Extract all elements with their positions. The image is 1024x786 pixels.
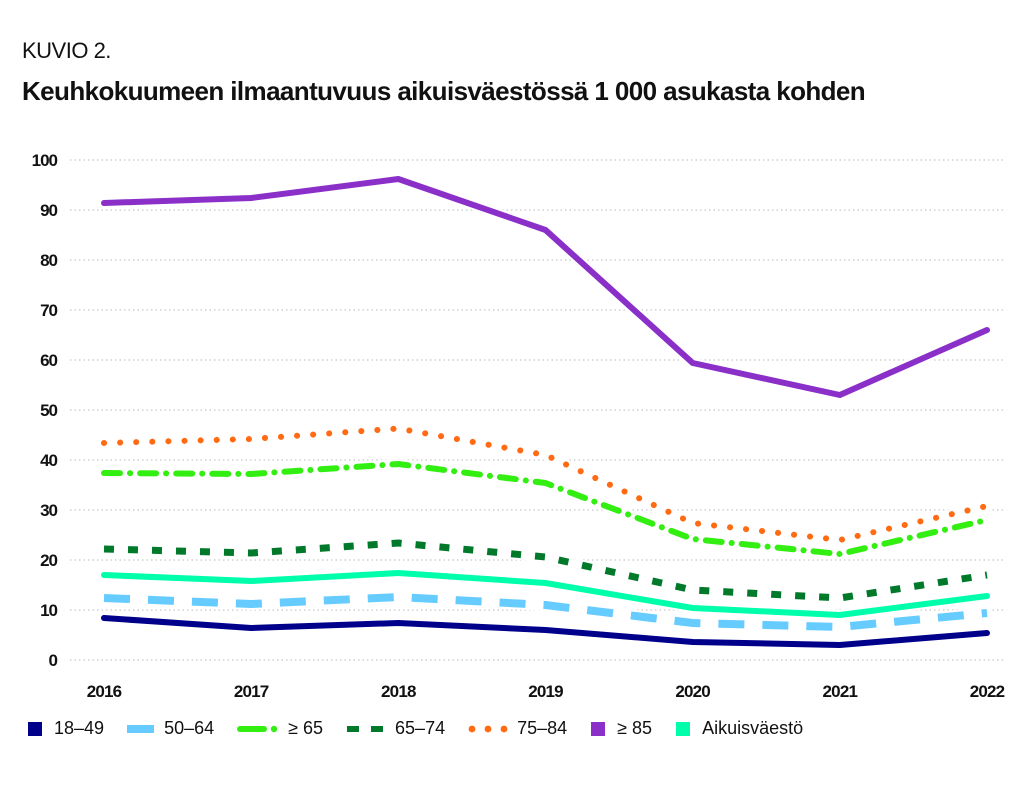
y-tick-label: 30: [40, 501, 57, 520]
x-tick-label: 2021: [823, 682, 858, 701]
legend-swatch-icon: [28, 721, 42, 736]
legend-label: 50–64: [164, 718, 215, 738]
y-tick-label: 60: [40, 351, 57, 370]
x-tick-label: 2020: [675, 682, 710, 701]
legend-label: Aikuisväestö: [702, 718, 804, 738]
series-line-65-74: [103, 539, 988, 602]
x-tick-label: 2017: [234, 682, 269, 701]
x-tick-label: 2016: [87, 682, 122, 701]
legend: 18–49 50–64 ≥ 65 65–74 75–84 ≥ 85 Aikuisväestö: [26, 718, 825, 739]
legend-item: 50–64: [126, 718, 214, 739]
legend-label: ≥ 85: [617, 718, 653, 738]
x-tick-label: 2022: [970, 682, 1005, 701]
series-line--85: [101, 176, 990, 398]
y-tick-label: 70: [40, 301, 57, 320]
y-tick-label: 50: [40, 401, 57, 420]
series-halo: [99, 174, 992, 400]
y-tick-label: 100: [32, 151, 58, 170]
legend-label: 75–84: [517, 718, 568, 738]
legend-item: Aikuisväestö: [674, 718, 803, 739]
legend-swatch-icon: [237, 725, 278, 732]
x-tick-label: 2018: [381, 682, 416, 701]
legend-swatch-icon: [468, 725, 508, 732]
legend-item: 18–49: [26, 718, 104, 739]
y-axis-ticks: 0 10 20 30 40 50 60 70 80 90 100: [32, 151, 59, 670]
x-axis-ticks: 2016 2017 2018 2019 2020 2021 2022: [87, 682, 1006, 701]
legend-swatch-icon: [347, 725, 384, 732]
x-tick-label: 2019: [528, 682, 563, 701]
y-tick-label: 80: [40, 251, 57, 270]
y-tick-label: 0: [49, 651, 58, 670]
legend-swatch-icon: [127, 724, 155, 733]
legend-item: ≥ 65: [236, 718, 323, 739]
legend-label: 65–74: [395, 718, 446, 738]
legend-item: 75–84: [467, 718, 567, 739]
series-line-75-84: [101, 425, 990, 543]
series-lines: [98, 174, 993, 650]
legend-label: 18–49: [54, 718, 105, 738]
y-tick-label: 90: [40, 201, 57, 220]
legend-label: ≥ 65: [288, 718, 324, 738]
figure-label: KUVIO 2.: [22, 38, 111, 63]
y-tick-label: 40: [40, 451, 57, 470]
legend-swatch-icon: [591, 721, 606, 736]
y-tick-label: 10: [40, 601, 57, 620]
legend-item: 65–74: [345, 718, 445, 739]
y-tick-label: 20: [40, 551, 57, 570]
chart-title: Keuhkokuumeen ilmaantuvuus aikuisväestös…: [22, 76, 866, 106]
legend-item: ≥ 85: [589, 718, 652, 739]
legend-swatch-icon: [676, 721, 691, 736]
